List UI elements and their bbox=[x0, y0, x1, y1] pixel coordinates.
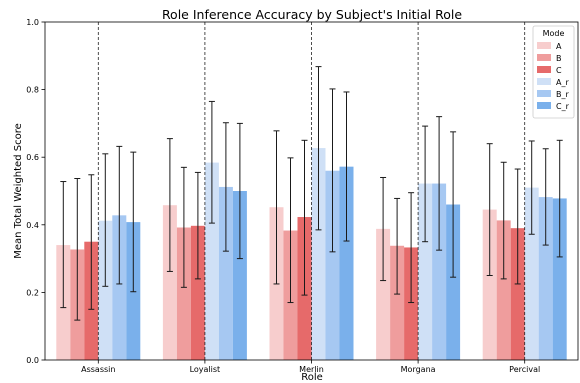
bar-a_r-assassin bbox=[98, 220, 113, 360]
bar-a_r-percival bbox=[524, 187, 539, 360]
bar-c-percival bbox=[510, 228, 525, 360]
bar-a-loyalist bbox=[162, 205, 177, 360]
legend-title: Mode bbox=[543, 29, 565, 38]
legend-label-a: A bbox=[556, 42, 562, 51]
legend-swatch-a bbox=[537, 42, 551, 49]
legend-label-a_r: A_r bbox=[556, 78, 569, 87]
bar-a_r-morgana bbox=[418, 183, 433, 360]
bar-c_r-merlin bbox=[339, 166, 354, 360]
x-tick-label-morgana: Morgana bbox=[401, 365, 436, 374]
legend-swatch-b bbox=[537, 54, 551, 61]
bar-c-loyalist bbox=[190, 225, 205, 360]
y-tick-label: 0.2 bbox=[26, 288, 39, 297]
legend-label-b_r: B_r bbox=[556, 90, 569, 99]
bar-b-percival bbox=[496, 220, 511, 360]
legend-swatch-b_r bbox=[537, 90, 551, 97]
bar-b_r-loyalist bbox=[218, 186, 233, 360]
legend-label-c_r: C_r bbox=[556, 102, 570, 111]
y-tick-label: 1.0 bbox=[26, 18, 39, 27]
bar-b-loyalist bbox=[176, 227, 191, 360]
bar-c-morgana bbox=[404, 247, 419, 360]
bar-b_r-morgana bbox=[432, 183, 447, 360]
y-tick-label: 0.8 bbox=[26, 86, 39, 95]
legend-swatch-c bbox=[537, 66, 551, 73]
y-tick-label: 0.6 bbox=[26, 153, 39, 162]
bar-a-morgana bbox=[376, 228, 391, 360]
legend-label-b: B bbox=[556, 54, 562, 63]
bar-c_r-percival bbox=[552, 198, 567, 360]
bar-b-morgana bbox=[390, 245, 405, 360]
legend-swatch-c_r bbox=[537, 102, 551, 109]
y-axis-label: Mean Total Weighted Score bbox=[13, 123, 24, 258]
x-tick-label-percival: Percival bbox=[509, 365, 540, 374]
x-tick-label-loyalist: Loyalist bbox=[190, 365, 221, 374]
y-tick-label: 0.0 bbox=[26, 356, 39, 365]
bar-b_r-percival bbox=[538, 197, 553, 360]
bar-b_r-merlin bbox=[325, 170, 340, 360]
bar-a_r-merlin bbox=[311, 148, 326, 360]
chart-title: Role Inference Accuracy by Subject's Ini… bbox=[162, 7, 462, 22]
x-tick-label-assassin: Assassin bbox=[81, 365, 115, 374]
legend-label-c: C bbox=[556, 66, 562, 75]
plot-area: 0.0 0.2 0.4 0.6 0.8 1.0 Assassin Loyalist Merlin… bbox=[26, 18, 579, 374]
bar-b_r-assassin bbox=[112, 215, 127, 360]
legend-swatch-a_r bbox=[537, 78, 551, 85]
y-tick-label: 0.4 bbox=[26, 221, 39, 230]
x-axis-label: Role bbox=[301, 372, 323, 383]
bar-c_r-morgana bbox=[446, 204, 461, 360]
bar-a-percival bbox=[482, 209, 497, 360]
x-tick-label-merlin: Merlin bbox=[299, 365, 324, 374]
bar-c_r-loyalist bbox=[232, 191, 247, 360]
bar-a_r-loyalist bbox=[204, 162, 219, 360]
